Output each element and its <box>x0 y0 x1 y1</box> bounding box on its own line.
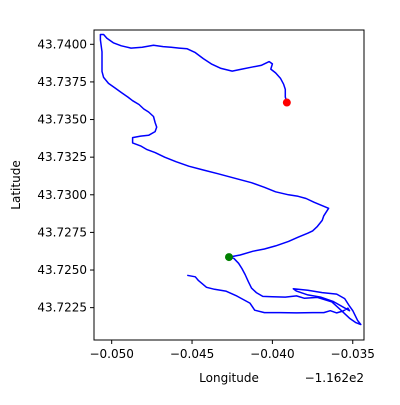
y-tick-label: 43.7350 <box>37 113 87 127</box>
end-marker <box>282 98 291 107</box>
x-tick-label: −0.045 <box>170 347 214 361</box>
plot-frame <box>93 29 365 341</box>
plot-area <box>99 33 362 326</box>
start-marker <box>225 253 233 262</box>
x-tick-label: −0.035 <box>331 347 375 361</box>
y-axis: 43.7225 43.7250 43.7275 43.7300 43.7325 43.73… <box>37 37 94 315</box>
y-tick-label: 43.7300 <box>37 188 87 202</box>
y-tick-label: 43.7325 <box>37 150 87 164</box>
x-axis-offset-label: −1.162e2 <box>305 371 364 385</box>
x-axis-title: Longitude <box>199 371 259 385</box>
x-tick-label: −0.040 <box>250 347 294 361</box>
y-tick-label: 43.7275 <box>37 225 87 239</box>
y-axis-title: Latitude <box>9 160 23 209</box>
track-line <box>99 33 362 326</box>
y-tick-label: 43.7375 <box>37 75 87 89</box>
x-axis: −0.050 −0.045 −0.040 −0.035 <box>89 340 375 361</box>
y-tick-label: 43.7400 <box>37 37 87 51</box>
y-tick-label: 43.7225 <box>37 301 87 315</box>
x-tick-label: −0.050 <box>89 347 133 361</box>
y-tick-label: 43.7250 <box>37 263 87 277</box>
